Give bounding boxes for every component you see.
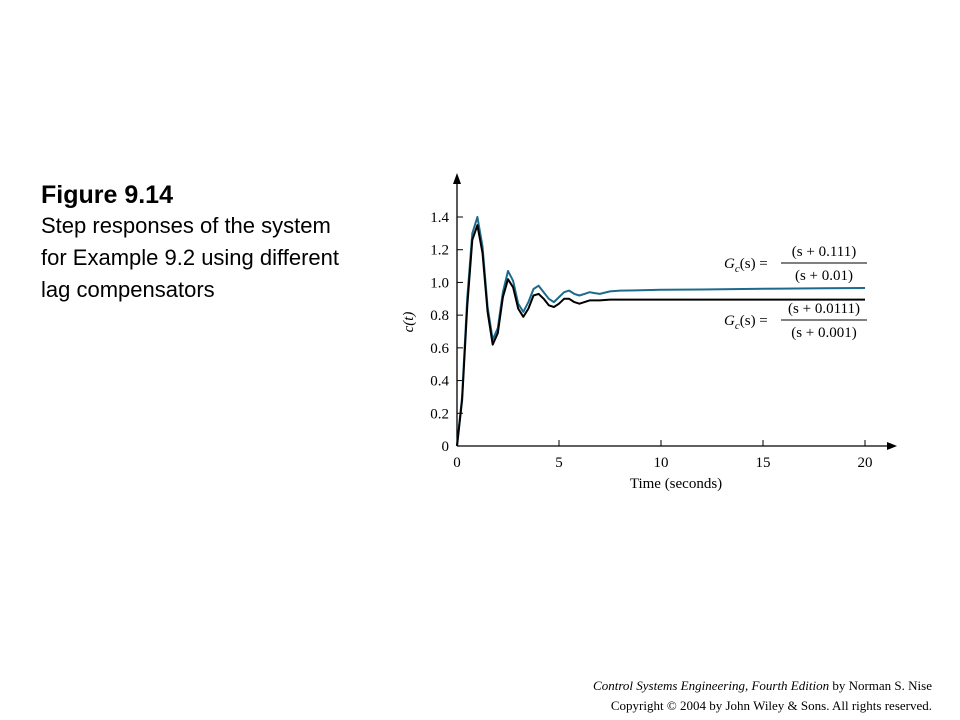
figure-description: Step responses of the system for Example… — [41, 213, 339, 302]
y-tick-label: 0.6 — [430, 341, 449, 357]
series-label-2: Gc(s) = — [724, 313, 768, 332]
x-axis-label: Time (seconds) — [630, 476, 722, 492]
figure-caption: Figure 9.14 Step responses of the system… — [41, 180, 351, 306]
x-tick-label: 5 — [555, 455, 563, 471]
series-line-2 — [456, 224, 865, 447]
footer-copyright: Copyright © 2004 by John Wiley & Sons. A… — [610, 698, 932, 713]
y-tick-label: 0.2 — [430, 406, 449, 422]
series-denominator-2: (s + 0.001) — [791, 325, 857, 341]
y-axis-label: c(t) — [401, 312, 417, 333]
x-axis-arrow — [887, 442, 897, 450]
series-label-1: Gc(s) = — [724, 256, 768, 275]
figure-title: Figure 9.14 — [41, 181, 173, 209]
y-tick-label: 0 — [442, 439, 450, 455]
x-tick-label: 15 — [756, 455, 771, 471]
y-tick-label: 1.4 — [430, 210, 449, 226]
y-tick-label: 1.2 — [430, 243, 449, 259]
chart-ticks: 0 5 10 15 20 0 0.2 0.4 0.6 0.8 1.0 1.2 1.4 — [430, 210, 872, 471]
book-author: by Norman S. Nise — [829, 678, 932, 693]
chart-series — [456, 216, 866, 447]
x-tick-label: 0 — [453, 455, 461, 471]
y-tick-label: 0.4 — [430, 374, 449, 390]
x-tick-label: 20 — [858, 455, 873, 471]
y-axis-arrow — [453, 173, 461, 184]
series-numerator-2: (s + 0.0111) — [788, 301, 860, 317]
y-tick-label: 0.8 — [430, 308, 449, 324]
x-tick-label: 10 — [654, 455, 669, 471]
series-denominator-1: (s + 0.01) — [795, 268, 853, 284]
chart-axes — [453, 173, 897, 450]
series-numerator-1: (s + 0.111) — [792, 244, 856, 260]
chart-annotations: Gc(s) = (s + 0.111) (s + 0.01) Gc(s) = (s + … — [724, 244, 867, 341]
footer-citation: Control Systems Engineering, Fourth Edit… — [593, 678, 932, 694]
book-title: Control Systems Engineering, Fourth Edit… — [593, 678, 830, 693]
y-tick-label: 1.0 — [430, 275, 449, 291]
